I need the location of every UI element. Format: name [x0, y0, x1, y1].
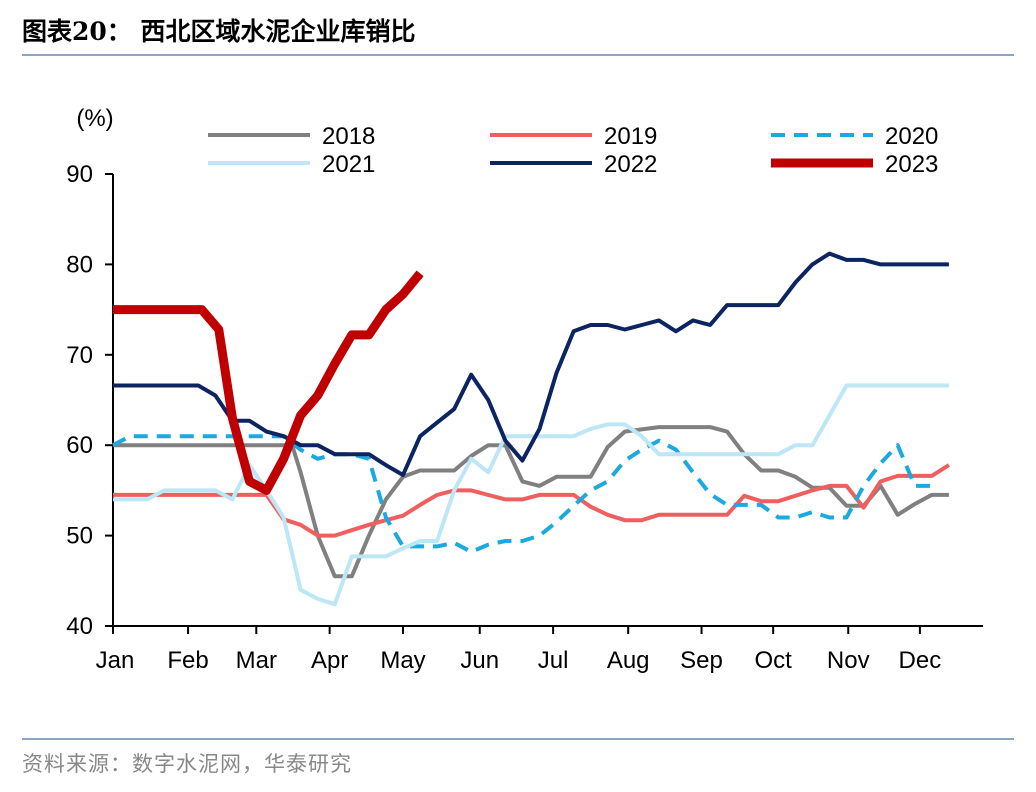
legend-label-2020: 2020 [885, 123, 938, 150]
y-tick-label: 70 [66, 342, 93, 369]
legend-label-2019: 2019 [604, 123, 657, 150]
page-title: 图表20： 西北区域水泥企业库销比 [22, 17, 416, 46]
series-line-2021 [113, 383, 949, 607]
legend-label-2022: 2022 [604, 151, 657, 178]
y-tick-label: 60 [66, 432, 93, 459]
series-line-2023 [113, 270, 424, 495]
x-tick-label: Apr [311, 647, 348, 674]
legend-label-2023: 2023 [885, 151, 938, 178]
y-tick-label: 80 [66, 251, 93, 278]
x-tick-label: Feb [167, 647, 208, 674]
y-tick-label: 50 [66, 523, 93, 550]
source-note: 资料来源：数字水泥网，华泰研究 [22, 752, 352, 776]
x-tick-label: Jun [460, 647, 499, 674]
series-line-2019 [113, 463, 950, 538]
title-divider [22, 54, 1014, 56]
x-tick-label: Jan [96, 647, 135, 674]
x-tick-label: Mar [236, 647, 277, 674]
x-tick-label: May [380, 647, 425, 674]
x-tick-label: Nov [827, 647, 870, 674]
x-tick-label: Sep [680, 647, 723, 674]
series-line-2020 [112, 434, 932, 554]
legend-label-2018: 2018 [322, 123, 375, 150]
footer-divider [22, 738, 1014, 740]
series-line-2018 [113, 425, 949, 579]
x-tick-label: Aug [607, 647, 650, 674]
y-tick-label: 90 [66, 161, 93, 188]
x-tick-label: Oct [755, 647, 793, 674]
x-tick-label: Jul [538, 647, 569, 674]
legend-label-2021: 2021 [322, 151, 375, 178]
y-tick-label: 40 [66, 613, 93, 640]
y-axis-unit-label: (%) [76, 105, 113, 132]
x-tick-label: Dec [899, 647, 942, 674]
